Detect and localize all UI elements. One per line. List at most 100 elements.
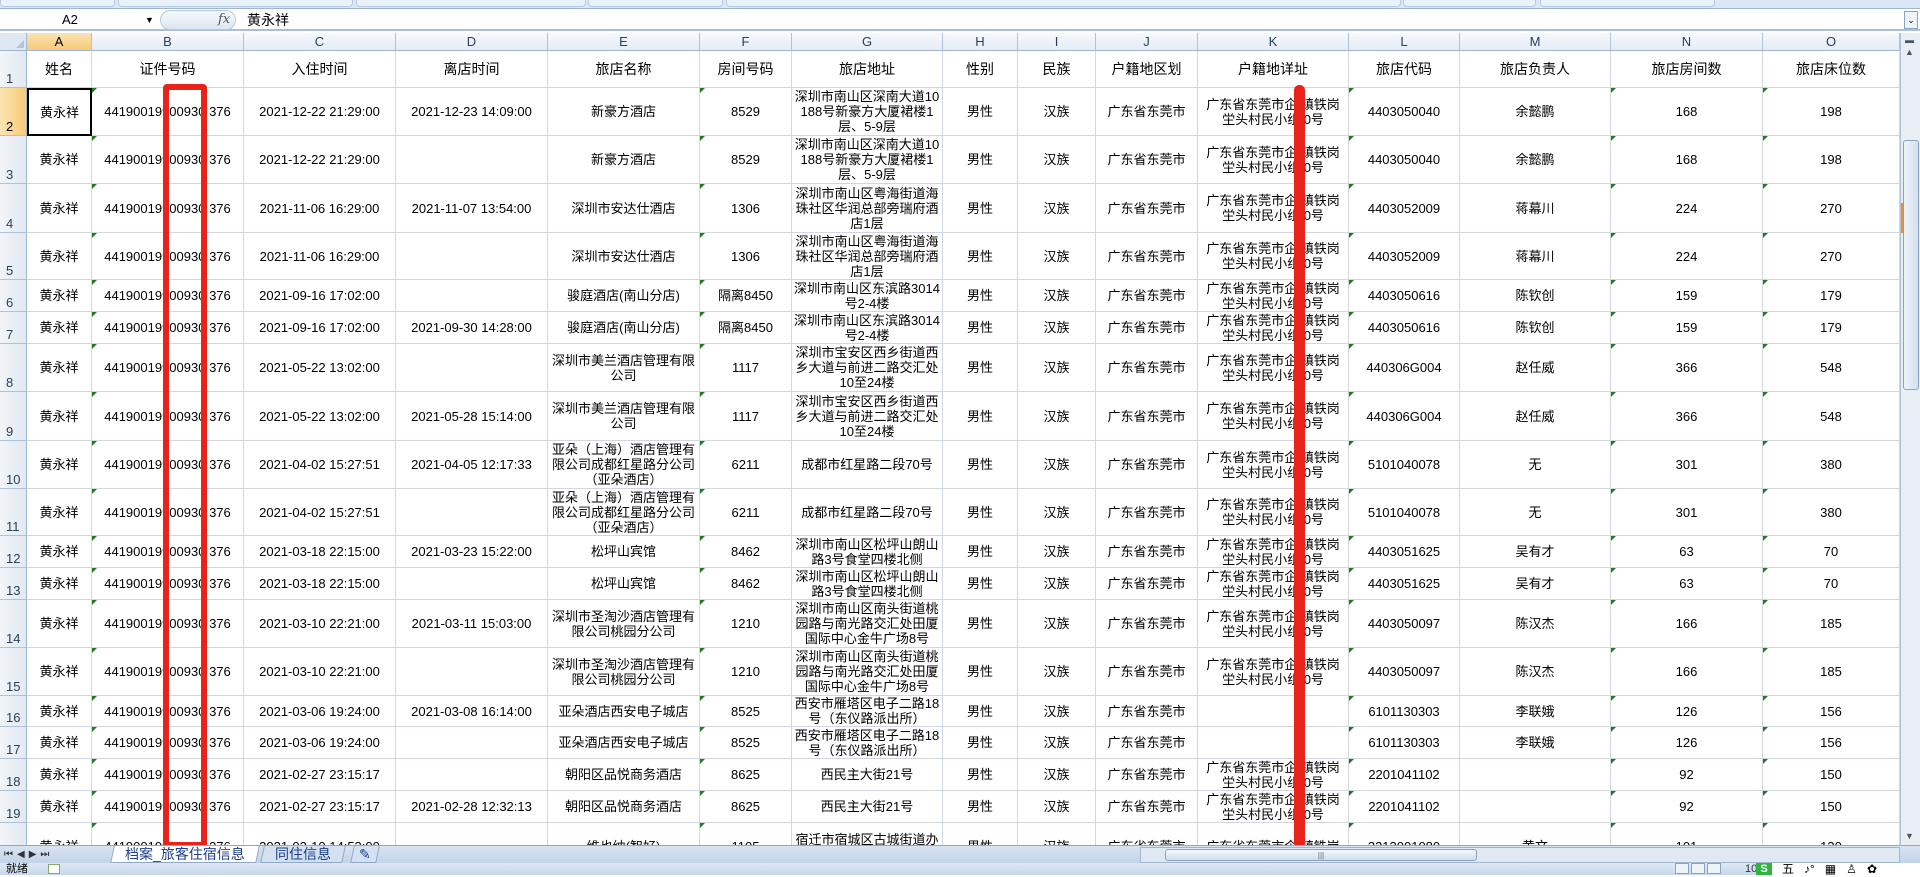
table-cell[interactable]: 深圳市美兰酒店管理有限公司 [548,344,700,392]
table-cell[interactable]: 4403050616 [1349,280,1460,312]
table-cell[interactable]: 6101130303 [1349,696,1460,727]
header-cell[interactable]: 性别 [943,51,1018,88]
table-cell[interactable]: 4403052009 [1349,233,1460,280]
table-cell[interactable]: 朝阳区品悦商务酒店 [548,791,700,823]
table-cell[interactable]: 548 [1763,392,1900,441]
table-cell[interactable]: 366 [1611,392,1763,441]
row-header[interactable]: 19 [0,791,27,823]
table-cell[interactable]: 4403050616 [1349,312,1460,344]
table-cell[interactable]: 3213001080 [1349,823,1460,845]
table-cell[interactable]: 广东省东莞市 [1096,696,1198,727]
table-cell[interactable]: 1105 [700,823,792,845]
table-cell[interactable]: 男性 [943,759,1018,791]
header-cell[interactable]: 旅店床位数 [1763,51,1900,88]
header-cell[interactable]: 旅店负责人 [1460,51,1611,88]
table-cell[interactable]: 广东省东莞市企 镇铁岗坣头村民小组 0号 [1198,280,1349,312]
table-cell[interactable]: 深圳市美兰酒店管理有限公司 [548,392,700,441]
table-cell[interactable] [396,759,548,791]
table-cell[interactable]: 2021-11-06 16:29:00 [244,184,396,233]
row-header-1[interactable]: 1 [0,51,27,88]
table-cell[interactable]: 4403050097 [1349,600,1460,648]
select-all-button[interactable] [0,33,27,51]
table-cell[interactable]: 广东省东莞市企 镇铁岗坣头村民小组 0号 [1198,392,1349,441]
table-cell[interactable]: 广东省东莞市企 镇铁岗坣头村民小组 0号 [1198,136,1349,184]
table-cell[interactable]: 2021-02-27 23:15:17 [244,759,396,791]
split-handle-icon[interactable]: ▬ [1905,35,1914,45]
table-cell[interactable]: 男性 [943,312,1018,344]
table-cell[interactable]: 2021-09-16 17:02:00 [244,280,396,312]
table-cell[interactable]: 8525 [700,696,792,727]
row-header[interactable]: 13 [0,568,27,600]
table-cell[interactable] [1198,727,1349,759]
table-cell[interactable]: 广东省东莞市 [1096,344,1198,392]
table-cell[interactable]: 2021-03-10 22:21:00 [244,648,396,696]
column-header-K[interactable]: K [1198,33,1349,51]
column-header-C[interactable]: C [244,33,396,51]
table-cell[interactable]: 广东省东莞市企 镇铁岗 [1198,823,1349,845]
table-cell[interactable]: 2021-02-28 12:32:13 [396,791,548,823]
table-cell[interactable]: 380 [1763,489,1900,536]
table-cell[interactable]: 92 [1611,759,1763,791]
table-cell[interactable]: 270 [1763,233,1900,280]
table-cell[interactable]: 185 [1763,600,1900,648]
horizontal-scrollbar[interactable]: ||| [1140,847,1900,863]
table-cell[interactable]: 西安市雁塔区电子二路18号（东仪路派出所） [792,696,943,727]
table-cell[interactable]: 维也纳(智好) [548,823,700,845]
row-header[interactable]: 17 [0,727,27,759]
sheet-nav-arrows-icon[interactable]: ⏮◀▶⏭ [4,849,54,860]
column-header-J[interactable]: J [1096,33,1198,51]
table-cell[interactable]: 广东省东莞市企 镇铁岗坣头村民小组 0号 [1198,441,1349,489]
table-cell[interactable]: 深圳市南山区深南大道10188号新豪方大厦裙楼1层、5-9层 [792,88,943,136]
table-cell[interactable]: 2201041102 [1349,759,1460,791]
table-cell[interactable]: 余懿鹏 [1460,88,1611,136]
table-cell[interactable]: 150 [1763,759,1900,791]
table-cell[interactable]: 深圳市宝安区西乡街道西乡大道与前进二路交汇处10至24楼 [792,392,943,441]
table-cell[interactable]: 亚朵（上海）酒店管理有限公司成都红星路分公司（亚朵酒店） [548,489,700,536]
table-cell[interactable]: 男性 [943,88,1018,136]
table-cell[interactable]: 广东省东莞市 [1096,759,1198,791]
table-cell[interactable]: 8529 [700,88,792,136]
table-cell[interactable]: 44190019900930 376 [92,233,244,280]
table-cell[interactable] [396,136,548,184]
table-cell[interactable]: 2021-05-22 13:02:00 [244,392,396,441]
table-cell[interactable]: 2021-03-18 22:15:00 [244,568,396,600]
table-cell[interactable]: 黄永祥 [27,88,92,136]
header-cell[interactable]: 户籍地区划 [1096,51,1198,88]
table-cell[interactable]: 8625 [700,791,792,823]
table-cell[interactable]: 2021-04-02 15:27:51 [244,489,396,536]
table-cell[interactable]: 黄永祥 [27,536,92,568]
row-header[interactable]: 15 [0,648,27,696]
row-header[interactable]: 16 [0,696,27,727]
table-cell[interactable]: 赵任威 [1460,392,1611,441]
row-header[interactable]: 12 [0,536,27,568]
table-cell[interactable]: 男性 [943,441,1018,489]
table-cell[interactable] [396,280,548,312]
table-cell[interactable]: 2021-03-06 19:24:00 [244,727,396,759]
table-cell[interactable]: 赵任威 [1460,344,1611,392]
table-cell[interactable]: 5101040078 [1349,489,1460,536]
table-cell[interactable]: 4403051625 [1349,568,1460,600]
table-cell[interactable]: 汉族 [1018,88,1096,136]
table-cell[interactable]: 2021-12-22 21:29:00 [244,88,396,136]
table-cell[interactable]: 深圳市南山区深南大道10188号新豪方大厦裙楼1层、5-9层 [792,136,943,184]
table-cell[interactable]: 广东省东莞市 [1096,312,1198,344]
table-cell[interactable]: 44190019900930 376 [92,489,244,536]
table-cell[interactable]: 深圳市南山区东滨路3014号2-4楼 [792,280,943,312]
name-box-dropdown-icon[interactable]: ▼ [145,15,154,25]
row-header[interactable]: 10 [0,441,27,489]
row-header[interactable]: 3 [0,136,27,184]
table-cell[interactable]: 广东省东莞市 [1096,600,1198,648]
header-cell[interactable]: 民族 [1018,51,1096,88]
table-cell[interactable]: 广东省东莞市 [1096,727,1198,759]
column-header-A[interactable]: A [27,33,92,51]
table-cell[interactable] [396,568,548,600]
sheet-tab-archive[interactable]: 档案_旅客住宿信息 [110,846,260,863]
table-cell[interactable]: 陈汉杰 [1460,600,1611,648]
column-header-I[interactable]: I [1018,33,1096,51]
ime-toolbar[interactable]: S 五 ♪° ▦ ♙ ✿ [1756,863,1920,875]
table-cell[interactable]: 男性 [943,536,1018,568]
table-cell[interactable]: 黄永祥 [27,823,92,845]
page-break-view-icon[interactable] [1707,863,1721,874]
formula-input[interactable]: 黄永祥 [247,12,289,28]
table-cell[interactable] [396,233,548,280]
